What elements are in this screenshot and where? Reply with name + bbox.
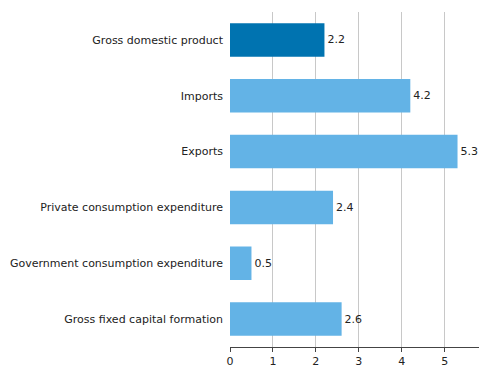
svg-text:Private consumption expenditur: Private consumption expenditure bbox=[40, 201, 223, 214]
svg-text:5: 5 bbox=[441, 355, 448, 368]
svg-text:Imports: Imports bbox=[181, 90, 224, 103]
svg-text:2: 2 bbox=[312, 355, 319, 368]
svg-text:Government consumption expendi: Government consumption expenditure bbox=[10, 257, 223, 270]
svg-text:5.3: 5.3 bbox=[461, 145, 479, 158]
svg-text:2.6: 2.6 bbox=[345, 313, 363, 326]
svg-text:2.4: 2.4 bbox=[336, 201, 354, 214]
svg-text:1: 1 bbox=[269, 355, 276, 368]
svg-text:0: 0 bbox=[227, 355, 234, 368]
svg-text:3: 3 bbox=[355, 355, 362, 368]
svg-text:Gross domestic product: Gross domestic product bbox=[92, 34, 223, 47]
svg-text:2.2: 2.2 bbox=[327, 33, 345, 46]
svg-text:4: 4 bbox=[398, 355, 405, 368]
svg-text:Gross fixed capital formation: Gross fixed capital formation bbox=[64, 313, 223, 326]
svg-text:0.5: 0.5 bbox=[254, 257, 272, 270]
svg-text:4.2: 4.2 bbox=[413, 89, 431, 102]
svg-text:Exports: Exports bbox=[181, 145, 223, 158]
